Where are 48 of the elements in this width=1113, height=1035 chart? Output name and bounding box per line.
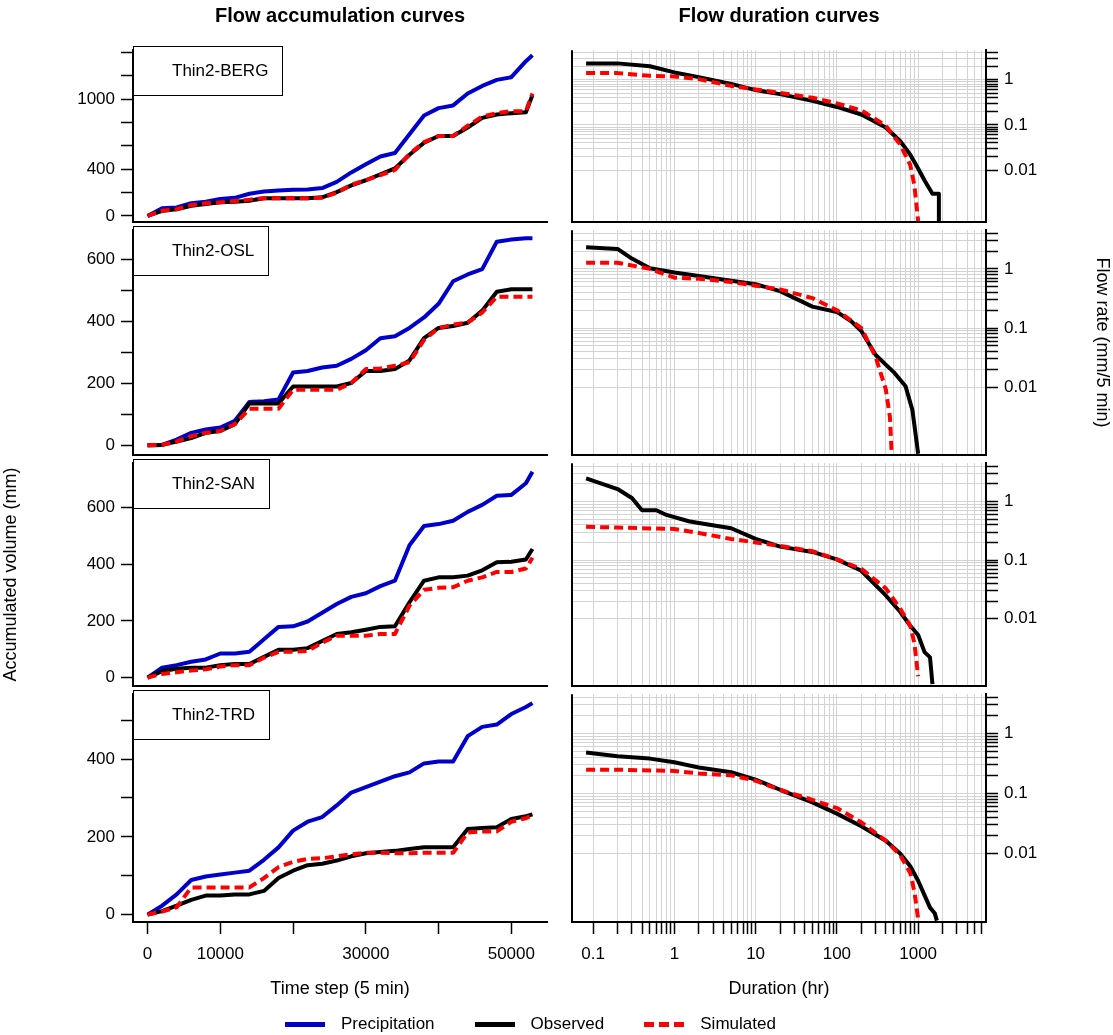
x-tick-label: 30000 bbox=[342, 943, 390, 963]
x-axis-title: Duration (hr) bbox=[728, 978, 830, 999]
x-tick-label: 10000 bbox=[196, 943, 244, 963]
y-tick-label: 600 bbox=[86, 249, 115, 269]
y-axis-title: Accumulated volume (mm) bbox=[0, 467, 20, 682]
y-tick-label: 0.01 bbox=[1004, 159, 1038, 179]
y-tick-label: 0 bbox=[105, 434, 115, 454]
y-tick-label: 0 bbox=[105, 667, 115, 687]
y-tick-label: 0 bbox=[105, 205, 115, 225]
y-tick-label: 1000 bbox=[77, 88, 115, 108]
y-tick-label: 400 bbox=[86, 553, 115, 573]
y-tick-label: 200 bbox=[86, 373, 115, 393]
y-tick-label: 0.1 bbox=[1004, 114, 1028, 134]
legend-label: Observed bbox=[530, 1014, 605, 1034]
y-tick-label: 600 bbox=[86, 497, 115, 517]
y-tick-label: 0.01 bbox=[1004, 608, 1038, 628]
y-tick-label: 1 bbox=[1004, 258, 1014, 278]
y-tick-label: 0.1 bbox=[1004, 549, 1028, 569]
y-tick-label: 200 bbox=[86, 826, 115, 846]
annotation: Thin2-BERG bbox=[133, 46, 284, 96]
y-tick-label: 0 bbox=[105, 904, 115, 924]
y-tick-label: 0.1 bbox=[1004, 783, 1028, 803]
x-tick-label: 100 bbox=[822, 943, 852, 963]
x-tick-label: 0.1 bbox=[581, 943, 605, 963]
x-tick-label: 0 bbox=[142, 943, 153, 963]
x-axis-title: Time step (5 min) bbox=[270, 978, 410, 999]
y-tick-label: 400 bbox=[86, 158, 115, 178]
x-tick-label: 10 bbox=[746, 943, 766, 963]
y-tick-label: 0.01 bbox=[1004, 843, 1038, 863]
y-tick-label: 200 bbox=[86, 610, 115, 630]
annotation: Thin2-OSL bbox=[133, 226, 270, 276]
y-tick-label: 0.1 bbox=[1004, 317, 1028, 337]
y-tick-label: 0.01 bbox=[1004, 376, 1038, 396]
x-tick-label: 50000 bbox=[487, 943, 535, 963]
y-axis-title: Flow rate (mm/5 min) bbox=[1093, 257, 1113, 428]
y-tick-label: 400 bbox=[86, 311, 115, 331]
y-tick-label: 1 bbox=[1004, 491, 1014, 511]
legend-label: Simulated bbox=[700, 1014, 776, 1034]
chart-title: Flow duration curves bbox=[678, 4, 880, 27]
y-tick-label: 1 bbox=[1004, 69, 1014, 89]
chart-title: Flow accumulation curves bbox=[214, 4, 466, 27]
y-tick-label: 400 bbox=[86, 748, 115, 768]
x-tick-label: 1000 bbox=[899, 943, 938, 963]
annotation: Thin2-TRD bbox=[133, 690, 271, 740]
x-tick-label: 1 bbox=[669, 943, 680, 963]
annotation: Thin2-SAN bbox=[133, 459, 271, 509]
y-tick-label: 1 bbox=[1004, 723, 1014, 743]
legend-label: Precipitation bbox=[341, 1014, 435, 1034]
